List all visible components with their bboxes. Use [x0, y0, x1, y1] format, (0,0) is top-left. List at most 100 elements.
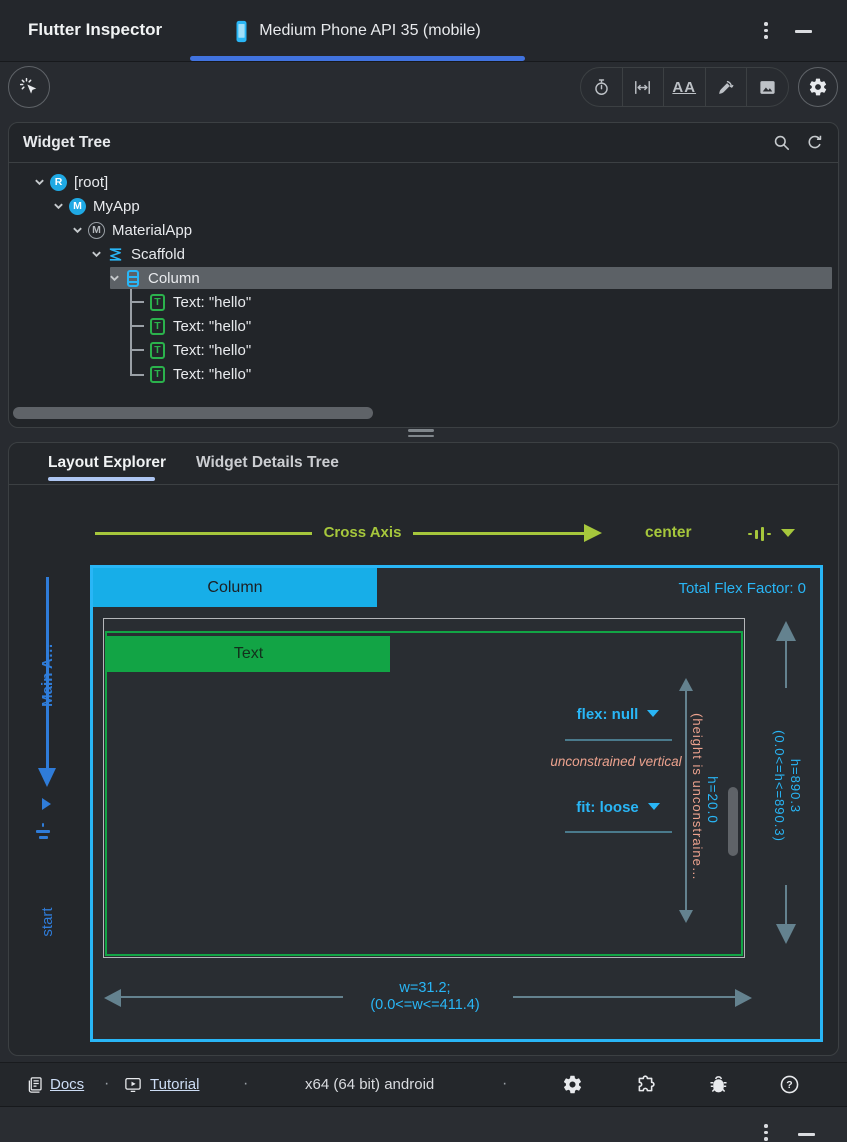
- unconstrained-vertical-note: unconstrained vertical: [550, 754, 682, 769]
- tree-row-myapp[interactable]: M MyApp: [9, 194, 847, 218]
- height-unconstrained-note: (height is unconstraine…: [690, 713, 705, 881]
- column-widget-box: Column Total Flex Factor: 0 Text flex: n…: [90, 565, 823, 1042]
- inner-height-arrowhead-up: [679, 678, 693, 691]
- column-width-text: w=31.2; (0.0<=w<=411.4): [325, 980, 525, 1014]
- refresh-icon[interactable]: [805, 133, 824, 152]
- settings-button[interactable]: [562, 1074, 583, 1095]
- help-icon[interactable]: ?: [779, 1074, 800, 1095]
- tree-connector-stub: [130, 301, 144, 303]
- app-title: Flutter Inspector: [28, 20, 163, 39]
- separator-dot: ·: [502, 1075, 508, 1092]
- phone-icon: [234, 20, 249, 43]
- column-width-arrow-line: [513, 996, 735, 998]
- status-bar: Docs · Tutorial · x64 (64 bit) android ·…: [0, 1062, 847, 1106]
- highlight-repaints-button[interactable]: [706, 68, 747, 106]
- cross-axis-arrow-line: [413, 532, 584, 535]
- tutorial-icon[interactable]: [123, 1076, 143, 1094]
- overflow-menu-button[interactable]: [764, 22, 768, 39]
- scaffold-widget-icon: [107, 246, 124, 263]
- extensions-puzzle-icon[interactable]: [635, 1074, 656, 1095]
- column-width-arrowhead-right: [735, 989, 752, 1007]
- minimize-button[interactable]: [798, 1133, 815, 1136]
- show-baselines-button[interactable]: AA: [664, 68, 706, 106]
- tree-node-label: Column: [148, 269, 200, 287]
- widget-tree-panel: Widget Tree R [root] M MyApp M MaterialA…: [8, 122, 839, 428]
- main-axis-arrowhead: [38, 768, 56, 787]
- tree-node-label: Text: "hello": [173, 341, 252, 359]
- splitter-drag-handle[interactable]: [408, 429, 434, 440]
- tree-row-text-2[interactable]: T Text: "hello": [9, 314, 847, 338]
- text-scale-icon: AA: [672, 78, 697, 96]
- column-widget-icon: [127, 269, 139, 287]
- device-tab[interactable]: Medium Phone API 35 (mobile): [190, 0, 525, 62]
- highlight-oversized-images-button[interactable]: [747, 68, 788, 106]
- materialapp-widget-icon: M: [88, 221, 105, 239]
- tree-row-root[interactable]: R [root]: [9, 170, 847, 194]
- inspector-toolbar-group: AA: [580, 67, 789, 107]
- tree-row-text-4[interactable]: T Text: "hello": [9, 362, 847, 386]
- select-widget-mode-button[interactable]: [8, 66, 50, 108]
- show-guidelines-button[interactable]: [623, 68, 664, 106]
- cross-axis-arrowhead: [584, 524, 602, 542]
- chevron-down-icon[interactable]: [34, 178, 45, 186]
- root-widget-icon: R: [50, 173, 67, 191]
- flex-value: flex: null: [576, 706, 639, 723]
- tree-node-label: MaterialApp: [112, 221, 193, 239]
- docs-link[interactable]: Docs: [50, 1076, 85, 1093]
- tutorial-link[interactable]: Tutorial: [150, 1076, 200, 1093]
- cross-axis-alignment-icon[interactable]: [748, 526, 771, 542]
- column-widget-tab[interactable]: Column: [93, 568, 377, 607]
- cross-axis-dropdown-caret[interactable]: [781, 529, 795, 537]
- tree-node-label: MyApp: [93, 197, 140, 215]
- tree-row-column-selected[interactable]: Column: [9, 266, 847, 290]
- chevron-down-icon[interactable]: [109, 274, 120, 282]
- text-widget-icon: T: [150, 293, 165, 311]
- main-axis-alignment-value[interactable]: start: [39, 907, 56, 937]
- flex-dropdown[interactable]: flex: null: [553, 706, 683, 724]
- text-widget-tab[interactable]: Text: [107, 636, 390, 672]
- docs-icon[interactable]: [26, 1076, 44, 1094]
- overflow-menu-button[interactable]: [764, 1124, 768, 1141]
- tree-row-materialapp[interactable]: M MaterialApp: [9, 218, 847, 242]
- chevron-down-icon[interactable]: [53, 202, 64, 210]
- stopwatch-icon: [592, 78, 611, 97]
- title-bar: Flutter Inspector Medium Phone API 35 (m…: [0, 0, 847, 62]
- cross-axis-label: Cross Axis: [323, 524, 402, 541]
- column-height-constraint: (0.0<=h<=890.3): [772, 730, 787, 842]
- tree-row-text-3[interactable]: T Text: "hello": [9, 338, 847, 362]
- vertical-scrollbar[interactable]: [728, 787, 738, 856]
- column-height-arrowhead-up: [776, 621, 796, 641]
- layout-explorer-tab-indicator: [48, 477, 155, 481]
- chevron-down-icon[interactable]: [91, 250, 102, 258]
- tree-node-label: Scaffold: [131, 245, 185, 263]
- main-axis-dropdown-caret[interactable]: [42, 798, 51, 810]
- column-width-arrow-line: [121, 996, 343, 998]
- total-flex-factor: Total Flex Factor: 0: [678, 580, 806, 597]
- column-width-arrowhead-left: [104, 989, 121, 1007]
- column-height-value: h=890.3: [788, 758, 803, 814]
- child-height-value: h=20.0: [705, 776, 720, 824]
- search-icon[interactable]: [772, 133, 791, 152]
- flex-dropdown-caret: [647, 710, 660, 717]
- fit-value: fit: loose: [576, 799, 639, 816]
- tab-widget-details-tree[interactable]: Widget Details Tree: [196, 454, 339, 471]
- tab-layout-explorer[interactable]: Layout Explorer: [48, 454, 166, 471]
- widget-tree-title: Widget Tree: [23, 133, 111, 151]
- tree-connector-stub: [130, 349, 144, 351]
- main-axis-alignment-icon[interactable]: [34, 820, 52, 839]
- tree-row-text-1[interactable]: T Text: "hello": [9, 290, 847, 314]
- select-widget-mode-icon: [19, 77, 39, 97]
- text-widget-icon: T: [150, 317, 165, 335]
- chevron-down-icon[interactable]: [72, 226, 83, 234]
- inspector-settings-button[interactable]: [798, 67, 838, 107]
- tree-row-scaffold[interactable]: Scaffold: [9, 242, 847, 266]
- cross-axis-alignment-value[interactable]: center: [645, 524, 692, 541]
- main-axis-label: Main A…: [39, 643, 56, 707]
- bug-report-icon[interactable]: [708, 1074, 729, 1095]
- horizontal-scrollbar[interactable]: [13, 407, 373, 419]
- minimize-button[interactable]: [795, 30, 812, 33]
- tree-node-label: Text: "hello": [173, 293, 252, 311]
- fit-dropdown[interactable]: fit: loose: [553, 799, 683, 817]
- slow-animations-button[interactable]: [581, 68, 623, 106]
